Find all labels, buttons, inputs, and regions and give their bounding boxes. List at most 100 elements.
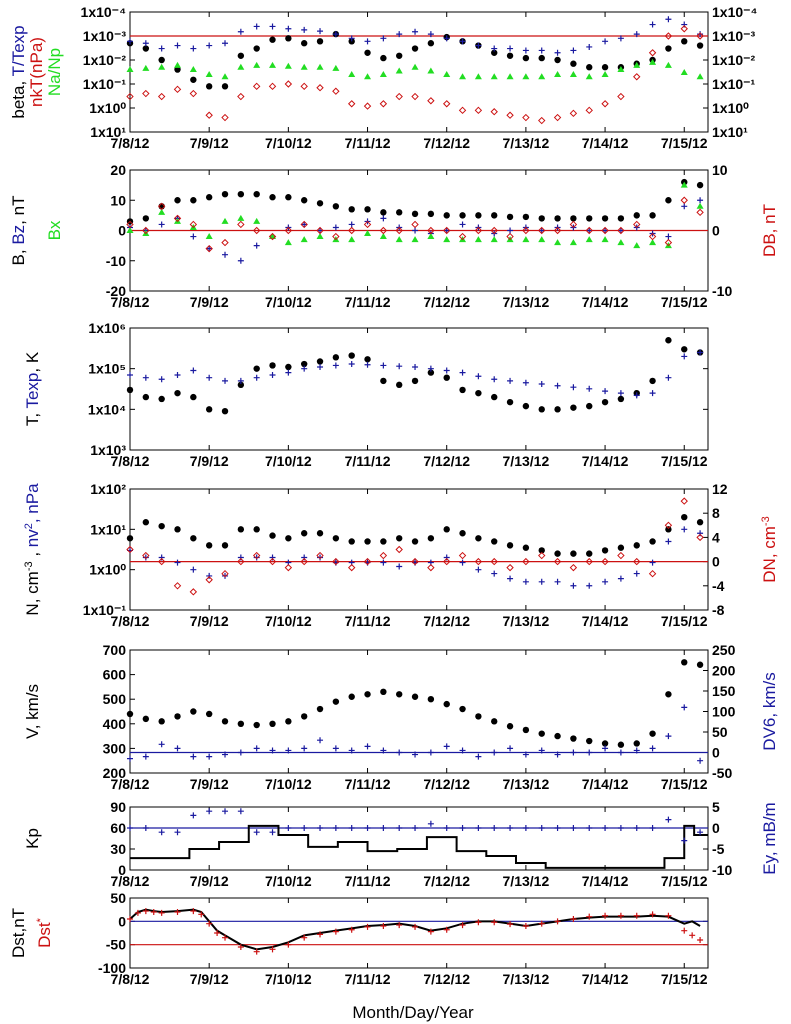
y-tick-label: 0 xyxy=(118,223,126,239)
y-tick-label: 500 xyxy=(103,691,127,707)
data-point xyxy=(237,220,245,229)
data-point xyxy=(205,542,213,549)
data-point xyxy=(189,220,198,229)
y-tick-label: -20 xyxy=(106,283,126,299)
data-point xyxy=(158,208,166,215)
data-point xyxy=(475,389,482,397)
data-point xyxy=(237,720,245,727)
data-point xyxy=(237,557,245,566)
x-tick-label: 7/10/12 xyxy=(265,873,312,889)
data-point xyxy=(380,362,387,369)
data-point xyxy=(142,40,149,47)
data-point xyxy=(506,398,514,406)
series-DB xyxy=(126,196,704,253)
data-point xyxy=(601,236,609,243)
data-point xyxy=(696,42,704,49)
data-point xyxy=(506,213,514,221)
data-point xyxy=(506,563,514,572)
data-point xyxy=(364,825,371,831)
data-point xyxy=(664,61,672,68)
data-point xyxy=(617,749,624,756)
data-point xyxy=(301,745,308,752)
data-point xyxy=(586,227,593,234)
y2-tick-label: 1x10⁻² xyxy=(712,52,756,68)
data-point xyxy=(665,16,672,23)
data-point xyxy=(507,921,514,928)
data-point xyxy=(269,23,276,30)
data-point xyxy=(696,202,704,209)
data-point xyxy=(554,825,561,831)
data-point xyxy=(664,238,673,247)
series-N xyxy=(126,513,704,557)
data-point xyxy=(142,908,149,915)
x-tick-label: 7/8/12 xyxy=(111,453,150,469)
data-point xyxy=(570,215,577,222)
data-point xyxy=(602,745,609,752)
data-point xyxy=(348,693,355,700)
data-point xyxy=(380,923,387,929)
series-nkT xyxy=(126,25,704,125)
data-point xyxy=(379,70,387,77)
data-point xyxy=(174,829,181,836)
x-tick-label: 7/11/12 xyxy=(345,873,391,889)
data-point xyxy=(252,226,261,235)
data-point xyxy=(237,52,245,59)
data-point xyxy=(554,751,561,758)
data-point xyxy=(158,376,165,383)
data-point xyxy=(221,569,229,578)
data-point xyxy=(158,741,165,748)
data-point xyxy=(427,696,435,703)
data-point xyxy=(507,377,514,384)
data-point xyxy=(522,751,529,758)
data-point xyxy=(380,688,387,696)
data-point xyxy=(411,220,419,229)
data-point xyxy=(586,402,593,410)
data-point xyxy=(142,825,149,831)
data-point xyxy=(174,909,181,915)
x-tick-label: 7/9/12 xyxy=(190,453,229,469)
data-point xyxy=(522,379,529,386)
x-tick-label: 7/9/12 xyxy=(190,873,229,889)
series-Dst xyxy=(129,908,701,951)
data-point xyxy=(190,197,197,204)
data-point xyxy=(601,100,609,108)
data-point xyxy=(585,226,593,235)
data-point xyxy=(570,60,577,67)
data-point xyxy=(284,80,293,88)
data-point xyxy=(522,923,529,929)
series-B xyxy=(126,178,704,225)
data-point xyxy=(348,35,355,42)
y-axis-label: Dst,nT xyxy=(9,908,28,958)
data-point xyxy=(507,825,514,831)
data-point xyxy=(269,362,276,369)
data-point xyxy=(285,25,292,32)
data-point xyxy=(285,941,292,948)
data-point xyxy=(554,49,561,56)
data-point xyxy=(316,200,324,207)
data-point xyxy=(190,708,197,715)
data-point xyxy=(269,720,276,727)
data-point xyxy=(348,538,355,545)
data-point xyxy=(268,232,277,241)
data-point xyxy=(380,377,387,385)
x-tick-label: 7/8/12 xyxy=(111,613,150,629)
data-point xyxy=(317,363,324,370)
data-point xyxy=(427,820,434,827)
data-point xyxy=(300,63,308,70)
data-point xyxy=(221,73,229,80)
data-point xyxy=(459,386,466,394)
x-tick-label: 7/13/12 xyxy=(503,294,550,310)
data-point xyxy=(459,559,466,566)
data-point xyxy=(522,578,529,585)
data-point xyxy=(332,698,340,705)
data-point xyxy=(427,233,435,240)
data-point xyxy=(617,544,625,551)
data-point xyxy=(633,825,640,831)
data-point xyxy=(427,749,434,756)
data-point xyxy=(506,111,514,119)
data-point xyxy=(142,226,150,235)
data-point xyxy=(427,31,434,38)
y-tick-label: 1x10³ xyxy=(90,442,126,458)
data-point xyxy=(474,236,482,243)
data-point xyxy=(459,212,466,219)
